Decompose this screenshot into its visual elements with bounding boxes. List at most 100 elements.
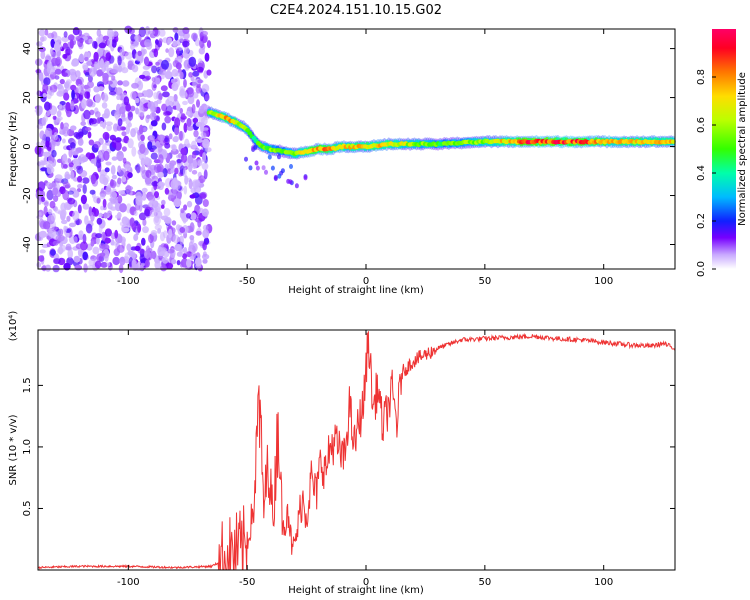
- noise-dot: [55, 209, 62, 214]
- noise-dot: [67, 158, 72, 164]
- noise-dot: [131, 82, 139, 89]
- noise-dot: [135, 107, 140, 115]
- noise-dot: [77, 84, 82, 93]
- noise-dot: [191, 103, 196, 114]
- x-tick-label: -100: [117, 577, 140, 588]
- noise-dot: [202, 127, 209, 132]
- noise-dot: [84, 56, 89, 62]
- noise-dot: [58, 84, 65, 95]
- noise-dot: [63, 92, 70, 101]
- noise-dot: [69, 142, 76, 149]
- noise-dot: [101, 102, 108, 109]
- noise-dot: [98, 150, 103, 159]
- noise-dot: [104, 167, 110, 173]
- noise-dot: [155, 77, 161, 85]
- noise-dot: [140, 262, 145, 267]
- snr-plot-area: [38, 330, 675, 570]
- spectrogram-x-ticks: -100 -50 0 50 100: [117, 29, 613, 287]
- noise-dot: [60, 219, 68, 225]
- noise-dot: [163, 208, 171, 217]
- noise-dot: [82, 64, 89, 71]
- noise-dot: [107, 210, 112, 217]
- noise-dot: [164, 116, 172, 124]
- noise-dot: [125, 103, 132, 112]
- ridge-fragment: [248, 165, 253, 171]
- noise-dot: [70, 149, 75, 156]
- noise-dot: [162, 110, 171, 117]
- noise-dot: [201, 83, 210, 93]
- noise-dot: [203, 169, 208, 180]
- noise-dot: [60, 202, 67, 212]
- colorbar-tick-label: 0.2: [696, 213, 707, 229]
- noise-dot: [144, 156, 150, 164]
- noise-dot: [116, 125, 123, 132]
- noise-dot: [158, 154, 164, 165]
- noise-dot: [101, 92, 109, 103]
- noise-dot: [167, 37, 173, 44]
- noise-dot: [71, 89, 75, 100]
- noise-dot: [61, 154, 67, 165]
- noise-dot: [112, 30, 119, 37]
- noise-dot: [142, 65, 150, 70]
- noise-dot: [149, 209, 157, 217]
- noise-dot: [168, 47, 175, 58]
- noise-dot: [117, 118, 123, 127]
- noise-dot: [186, 259, 192, 268]
- noise-dot: [96, 69, 104, 77]
- noise-dot: [139, 124, 144, 135]
- noise-dot: [47, 60, 53, 68]
- noise-dot: [137, 223, 142, 233]
- noise-dots: [34, 25, 213, 274]
- noise-dot: [109, 78, 118, 88]
- noise-dot: [191, 32, 198, 41]
- noise-dot: [202, 229, 210, 239]
- noise-dot: [179, 235, 184, 245]
- noise-dot: [188, 56, 197, 67]
- ridge-fragment: [267, 154, 272, 160]
- noise-dot: [54, 68, 62, 75]
- noise-dot: [50, 57, 59, 66]
- noise-dot: [37, 198, 42, 205]
- noise-dot: [170, 168, 175, 174]
- noise-dot: [149, 112, 157, 121]
- ridge-fragment: [244, 156, 248, 162]
- noise-dot: [60, 122, 64, 130]
- noise-dot: [67, 197, 76, 205]
- noise-dot: [70, 170, 75, 180]
- noise-dot: [65, 79, 72, 85]
- noise-dot: [124, 51, 133, 60]
- noise-dot: [44, 127, 53, 138]
- noise-dot: [192, 180, 200, 190]
- noise-dot: [85, 98, 93, 107]
- noise-dot: [180, 208, 185, 214]
- x-tick-label: 50: [478, 276, 491, 287]
- noise-dot: [192, 70, 200, 77]
- noise-dot: [151, 250, 157, 260]
- snr-panel: -100 -50 0 50 100 0.5 1.0 1.5 Height of straig…: [8, 311, 676, 596]
- noise-dot: [202, 152, 207, 163]
- noise-dot: [88, 258, 96, 266]
- noise-dot: [196, 66, 204, 73]
- noise-dot: [198, 105, 205, 114]
- noise-dot: [131, 146, 137, 157]
- noise-dot: [186, 143, 191, 148]
- noise-dot: [102, 198, 107, 208]
- noise-dot: [46, 109, 51, 117]
- noise-dot: [85, 223, 93, 234]
- noise-dot: [126, 243, 132, 252]
- noise-dot: [196, 99, 200, 108]
- noise-dot: [184, 46, 190, 54]
- noise-dot: [130, 91, 137, 100]
- noise-dot: [117, 55, 122, 66]
- noise-dot: [182, 253, 188, 259]
- noise-dot: [90, 118, 98, 125]
- noise-dot: [140, 134, 145, 142]
- noise-dot: [52, 187, 59, 196]
- colorbar-tick-label: 0.6: [696, 117, 707, 133]
- ridge-fragment: [255, 165, 260, 171]
- noise-dot: [198, 47, 205, 55]
- noise-dot: [93, 208, 99, 217]
- noise-dot: [78, 29, 83, 36]
- noise-dot: [65, 101, 71, 112]
- noise-dot: [80, 89, 86, 96]
